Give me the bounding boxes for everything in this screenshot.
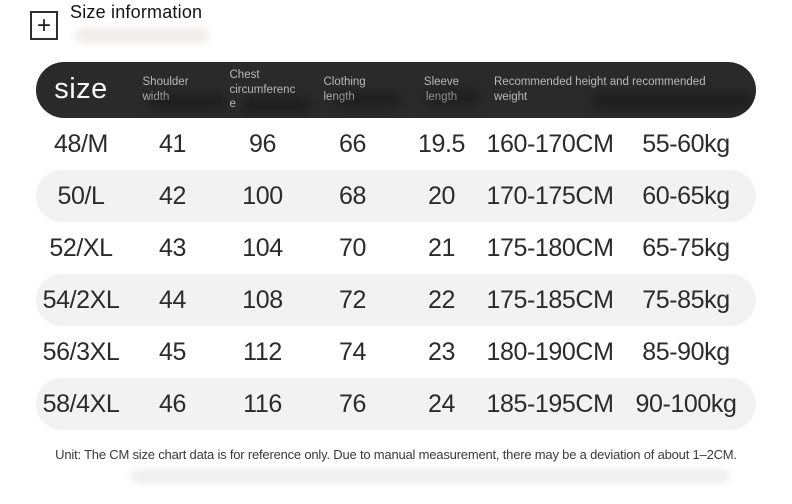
header-chest-circumference: Chest circumference (229, 68, 296, 111)
header-shoulder-width: Shoulder width (142, 76, 189, 103)
cell-clothing: 74 (338, 337, 366, 366)
header-sleeve-length: Sleeve length (423, 76, 460, 103)
cell-height: 180-190CM (486, 337, 614, 366)
cell-chest: 104 (242, 233, 283, 262)
table-header-row: size Shoulder width Chest circumference … (36, 62, 756, 118)
header-size: size (54, 73, 108, 106)
cell-clothing: 76 (338, 389, 366, 418)
cell-shoulder: 44 (158, 285, 186, 314)
cell-height: 185-195CM (486, 389, 614, 418)
table-row: 58/4XL 46 116 76 24 185-195CM 90-100kg (36, 378, 756, 430)
redacted-text-smudge (424, 91, 480, 104)
cell-chest: 108 (242, 285, 283, 314)
blurred-subtitle (76, 28, 208, 43)
cell-size: 48/M (54, 129, 108, 158)
table-row: 52/XL 43 104 70 21 175-180CM 65-75kg (36, 222, 756, 274)
redacted-text-smudge (592, 93, 752, 108)
table-row: 48/M 41 96 66 19.5 160-170CM 55-60kg (36, 118, 756, 170)
cell-weight: 60-65kg (642, 181, 730, 210)
cell-shoulder: 46 (158, 389, 186, 418)
cell-height: 175-185CM (486, 285, 614, 314)
cell-height: 160-170CM (486, 129, 614, 158)
cell-size: 56/3XL (42, 337, 120, 366)
cell-shoulder: 42 (158, 181, 186, 210)
cell-height: 170-175CM (486, 181, 614, 210)
cell-clothing: 66 (338, 129, 366, 158)
cell-weight: 85-90kg (642, 337, 730, 366)
cell-height: 175-180CM (486, 233, 614, 262)
cell-size: 54/2XL (42, 285, 120, 314)
cell-chest: 112 (243, 337, 282, 366)
header-clothing-length: Clothing length (323, 76, 366, 103)
cell-weight: 75-85kg (642, 285, 730, 314)
table-row: 50/L 42 100 68 20 170-175CM 60-65kg (36, 170, 756, 222)
cell-sleeve: 22 (427, 285, 455, 314)
cell-shoulder: 45 (158, 337, 186, 366)
cell-size: 58/4XL (42, 389, 120, 418)
header-recommended-height-weight: Recommended height and recommended weigh… (494, 76, 706, 103)
redacted-text-smudge (244, 98, 310, 112)
cell-weight: 65-75kg (642, 233, 730, 262)
redacted-text-smudge (334, 93, 400, 106)
cell-size: 50/L (57, 181, 105, 210)
cell-clothing: 72 (338, 285, 366, 314)
cell-sleeve: 24 (427, 389, 455, 418)
cell-sleeve: 23 (427, 337, 455, 366)
redacted-text-smudge (148, 95, 226, 108)
expand-plus-icon[interactable]: + (30, 11, 58, 40)
cell-chest: 96 (248, 129, 276, 158)
table-row: 56/3XL 45 112 74 23 180-190CM 85-90kg (36, 326, 756, 378)
table-row: 54/2XL 44 108 72 22 175-185CM 75-85kg (36, 274, 756, 326)
cell-sleeve: 19.5 (417, 129, 466, 158)
cell-weight: 90-100kg (635, 389, 737, 418)
cell-weight: 55-60kg (642, 129, 730, 158)
cell-shoulder: 41 (158, 129, 186, 158)
size-table: size Shoulder width Chest circumference … (36, 62, 756, 430)
cell-chest: 116 (243, 389, 282, 418)
page-title: Size information (70, 2, 203, 22)
measurement-disclaimer: Unit: The CM size chart data is for refe… (55, 447, 737, 462)
blurred-footer-text (130, 470, 730, 483)
cell-clothing: 70 (338, 233, 366, 262)
cell-chest: 100 (242, 181, 283, 210)
cell-shoulder: 43 (158, 233, 186, 262)
cell-clothing: 68 (338, 181, 366, 210)
cell-size: 52/XL (49, 233, 113, 262)
cell-sleeve: 21 (427, 233, 455, 262)
cell-sleeve: 20 (427, 181, 455, 210)
